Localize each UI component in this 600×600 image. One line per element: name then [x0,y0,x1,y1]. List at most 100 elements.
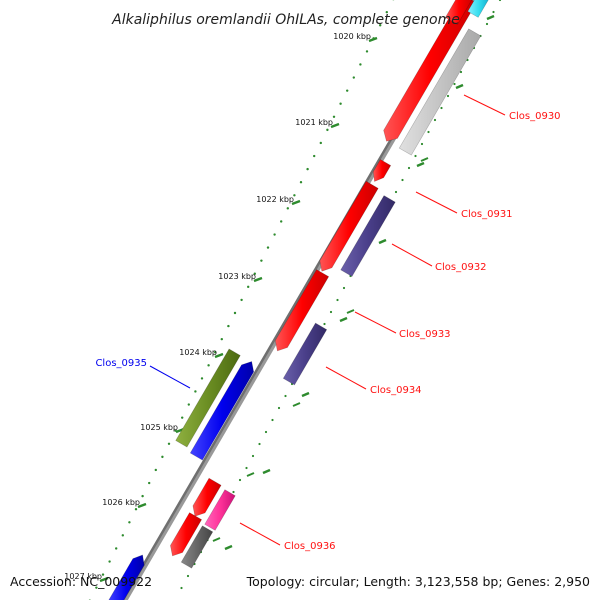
minor-tick [455,83,464,90]
gene-clos-0933[interactable] [275,269,330,352]
ruler-dot [148,481,151,485]
leader-line [391,243,433,267]
leader-line [325,366,367,390]
ruler-dot [385,10,388,14]
inner-ruler-dot [186,574,190,578]
inner-ruler-dot [323,322,326,326]
gene-clos-0931[interactable] [372,159,392,182]
ruler-dot [379,24,382,27]
gene-clos-0935[interactable] [189,361,255,461]
inner-ruler-dot [238,478,242,482]
ruler-dot [108,560,111,563]
major-tick [253,276,263,283]
inner-ruler-dot [245,466,248,470]
ruler-dot [214,351,217,354]
ruler-dot [299,181,303,184]
gene-label-clos-0933[interactable]: Clos_0933 [399,329,451,340]
cog-olive-0935[interactable] [175,348,241,448]
inner-ruler-dot [277,406,281,410]
major-tick [368,36,378,43]
leader-line [463,94,506,116]
inner-ruler-dot [394,190,398,194]
ruler-dot [253,272,256,275]
inner-ruler-dot [329,310,333,314]
major-tick [99,576,109,583]
gene-label-clos-0935[interactable]: Clos_0935 [95,358,147,369]
ruler-dot [200,377,204,380]
ruler-dot [339,102,342,105]
gene-clos-0936b[interactable] [170,512,203,557]
minor-tick [339,316,348,323]
inner-ruler-dot [485,22,489,26]
inner-ruler-dot [336,298,339,302]
ruler-dot [306,167,309,171]
map-title: Alkaliphilus oremlandii OhILAs, complete… [111,12,460,28]
gene-clos-0930[interactable] [383,0,477,142]
kbp-label: 1024 kbp [179,348,217,357]
gene-label-clos-0931[interactable]: Clos_0931 [461,209,513,220]
gene-clos-0932[interactable] [319,180,379,272]
ruler-dot [134,508,138,511]
inner-ruler-dot [342,286,346,290]
gene-label-clos-0932[interactable]: Clos_0932 [435,262,487,273]
ruler-dot [273,233,276,236]
cog-gray-0930[interactable] [398,28,482,156]
gene-label-clos-0934[interactable]: Clos_0934 [370,385,422,396]
ruler-dot [326,128,329,132]
ruler-dot [181,416,184,419]
gene-label-clos-0930[interactable]: Clos_0930 [509,111,561,122]
ruler-dot [161,455,164,459]
leader-line [239,522,281,546]
cog-purple-0932[interactable] [340,195,396,277]
inner-ruler-dot [440,106,443,110]
ruler-dot [313,154,316,158]
inner-ruler-dot [446,94,450,98]
ruler-dot [365,50,369,53]
minor-tick [262,468,271,475]
ruler-dot [167,442,171,445]
inner-ruler-dot [232,490,235,494]
major-tick [330,122,340,129]
ruler-dot [207,364,210,367]
cog-dark-0936[interactable] [180,525,214,569]
gene-label-clos-0936[interactable]: Clos_0936 [284,541,336,552]
kbp-label: 1027 kbp [64,572,102,581]
kbp-label: 1025 kbp [140,423,178,432]
ruler-dot [194,390,197,393]
ruler-dot [220,337,223,341]
kbp-label: 1026 kbp [102,498,140,507]
ruler-dot [266,246,270,249]
minor-tick [420,157,429,162]
ruler-dot [187,403,190,406]
text-labels: 1020 kbp 1021 kbp 1022 kbp 1023 kbp 1024 kbp… [64,32,560,581]
ruler-dot [346,89,349,92]
inner-ruler-dot [401,178,404,182]
label-leaders [149,94,506,546]
kbp-label: 1020 kbp [333,32,371,41]
cog-cyan-top[interactable] [467,0,490,18]
inner-ruler-dot [433,118,437,122]
cog-pink-0936[interactable] [204,489,236,531]
minor-tick [416,161,425,168]
inner-ruler-dot [407,166,411,170]
inner-ruler-dot [420,142,424,146]
gene-top-red[interactable] [444,0,473,25]
ruler-dot [101,573,105,576]
minor-tick [292,402,301,407]
inner-ruler-dot [459,70,463,74]
ruler-dot [240,298,243,302]
minor-tick [212,537,221,542]
ruler-dot [372,37,375,40]
major-tick [291,199,301,206]
inner-ruler-dot [284,394,287,398]
cog-purple-0934[interactable] [282,322,328,386]
leader-line [149,365,191,389]
ruler-dot [332,115,336,119]
minor-tick [301,391,310,398]
gene-bottom-blue[interactable] [108,554,145,600]
minor-tick [346,309,355,314]
inner-ruler-dot [427,130,430,134]
ruler-dot [95,586,98,589]
gene-clos-0936a[interactable] [192,477,222,517]
